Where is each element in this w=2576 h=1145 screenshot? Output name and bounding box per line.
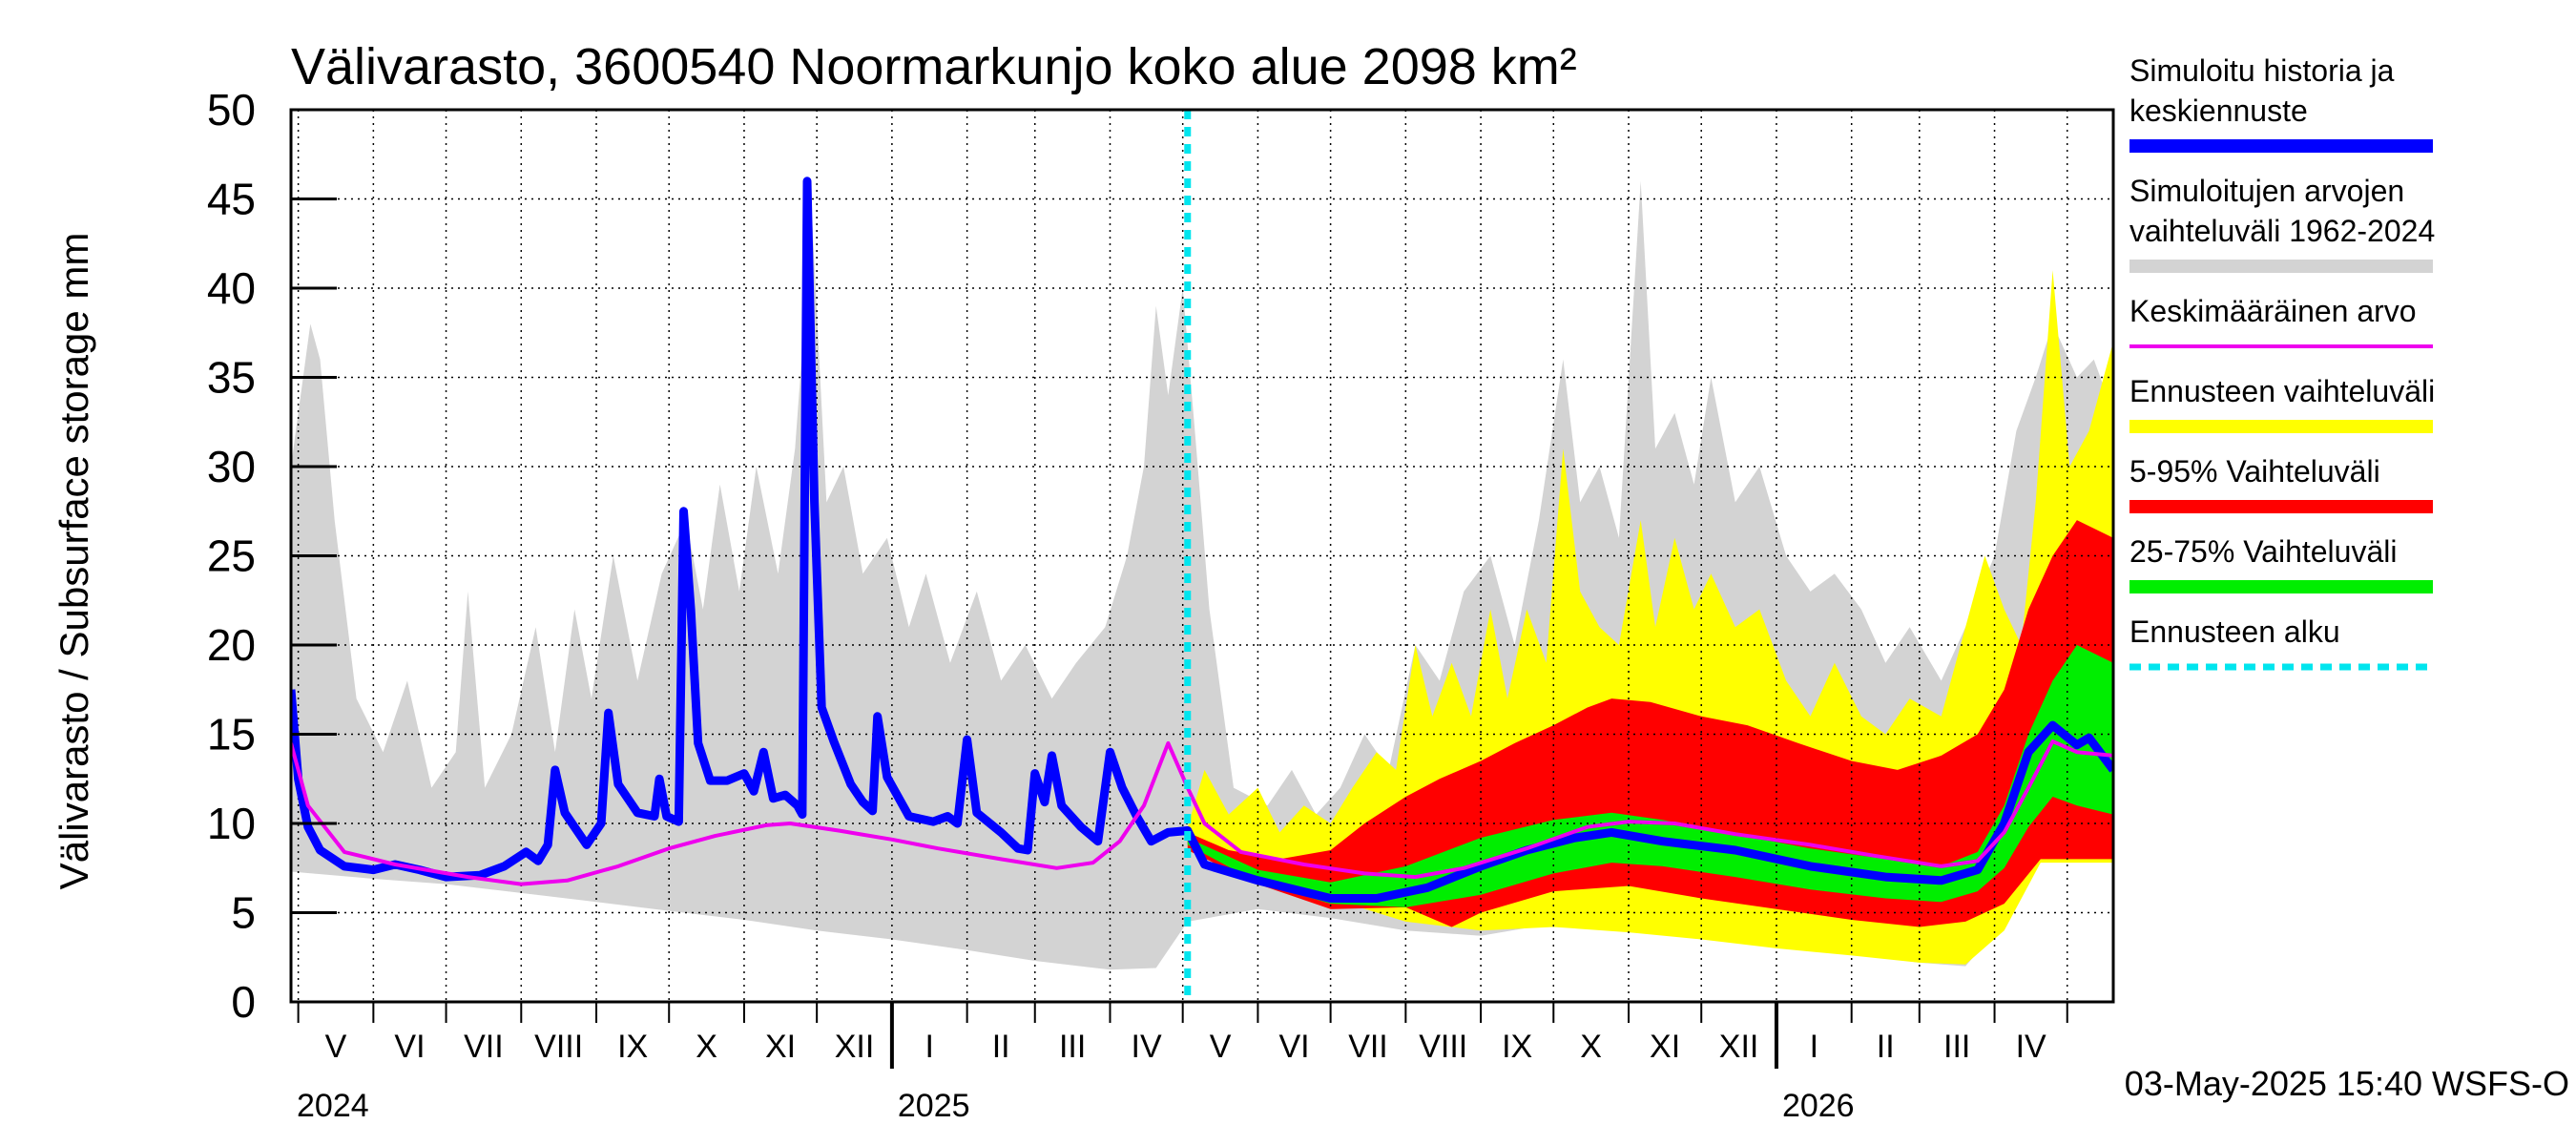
legend-label-6: Ennusteen alku <box>2129 614 2340 649</box>
x-month-label: VIII <box>1419 1029 1467 1065</box>
x-month-label: V <box>325 1029 347 1065</box>
y-tick-label: 5 <box>231 888 256 938</box>
legend-label-1: vaihteluväli 1962-2024 <box>2129 214 2435 248</box>
x-month-label: XII <box>835 1029 875 1065</box>
y-tick-label: 0 <box>231 977 256 1027</box>
legend: Simuloitu historia ja keskiennuste Simuloi… <box>2129 53 2435 671</box>
y-tick-label: 10 <box>207 799 256 848</box>
x-year-label: 2025 <box>898 1088 970 1124</box>
legend-label-5: 25-75% Vaihteluväli <box>2129 534 2397 569</box>
y-tick-label: 50 <box>207 85 256 135</box>
x-month-label: I <box>1810 1029 1818 1065</box>
legend-swatch-1 <box>2129 260 2433 273</box>
x-month-label: VI <box>394 1029 425 1065</box>
y-axis: 0 5 10 15 20 25 30 35 40 45 50 <box>207 85 337 1027</box>
y-tick-label: 40 <box>207 263 256 313</box>
x-year-label: 2026 <box>1782 1088 1855 1124</box>
series-line-0 <box>291 177 2113 903</box>
x-month-label: III <box>1943 1029 1970 1065</box>
x-month-label: IV <box>2016 1029 2046 1065</box>
x-axis: V VI VII VIII IX X XI XII I II III IV V VI VII VIII IX X X… <box>297 1002 2068 1124</box>
grid-lines <box>291 110 2113 1002</box>
x-month-label: XI <box>1650 1029 1680 1065</box>
x-month-label: II <box>992 1029 1010 1065</box>
y-tick-label: 45 <box>207 175 256 224</box>
x-month-label: II <box>1877 1029 1895 1065</box>
x-month-label: XI <box>765 1029 796 1065</box>
y-tick-label: 30 <box>207 442 256 491</box>
band-2 <box>1187 520 2113 927</box>
x-month-label: V <box>1210 1029 1232 1065</box>
x-month-label: VIII <box>534 1029 583 1065</box>
legend-label-2: Keskimääräinen arvo <box>2129 294 2417 328</box>
y-tick-label: 15 <box>207 710 256 760</box>
legend-label-0: keskiennuste <box>2129 94 2308 128</box>
legend-label-0: Simuloitu historia ja <box>2129 53 2395 88</box>
x-month-label: X <box>1580 1029 1602 1065</box>
x-month-label: III <box>1059 1029 1086 1065</box>
y-tick-label: 20 <box>207 620 256 670</box>
legend-label-3: Ennusteen vaihteluväli <box>2129 374 2435 408</box>
y-tick-label: 25 <box>207 531 256 581</box>
legend-swatch-0 <box>2129 139 2433 153</box>
x-month-label: XII <box>1719 1029 1759 1065</box>
legend-label-1: Simuloitujen arvojen <box>2129 174 2404 208</box>
legend-swatch-4 <box>2129 500 2433 513</box>
timestamp-label: 03-May-2025 15:40 WSFS-O <box>2125 1064 2569 1103</box>
x-month-label: IV <box>1132 1029 1162 1065</box>
legend-swatch-2 <box>2129 344 2433 348</box>
x-month-label: IX <box>617 1029 648 1065</box>
x-month-label: VI <box>1278 1029 1309 1065</box>
x-month-label: X <box>696 1029 717 1065</box>
y-tick-label: 35 <box>207 353 256 403</box>
x-month-label: IX <box>1502 1029 1532 1065</box>
legend-swatch-5 <box>2129 580 2433 593</box>
legend-swatch-3 <box>2129 420 2433 433</box>
band-3 <box>1187 645 2113 907</box>
x-month-label: I <box>925 1029 934 1065</box>
series-lines <box>291 177 2113 903</box>
legend-label-4: 5-95% Vaihteluväli <box>2129 454 2380 489</box>
x-month-label: VII <box>1348 1029 1388 1065</box>
y-axis-label: Välivarasto / Subsurface storage mm <box>52 233 96 890</box>
series-line-1 <box>291 739 2113 886</box>
x-month-label: VII <box>464 1029 504 1065</box>
x-year-label: 2024 <box>297 1088 369 1124</box>
chart-title: Välivarasto, 3600540 Noormarkunjo koko a… <box>291 38 1577 95</box>
